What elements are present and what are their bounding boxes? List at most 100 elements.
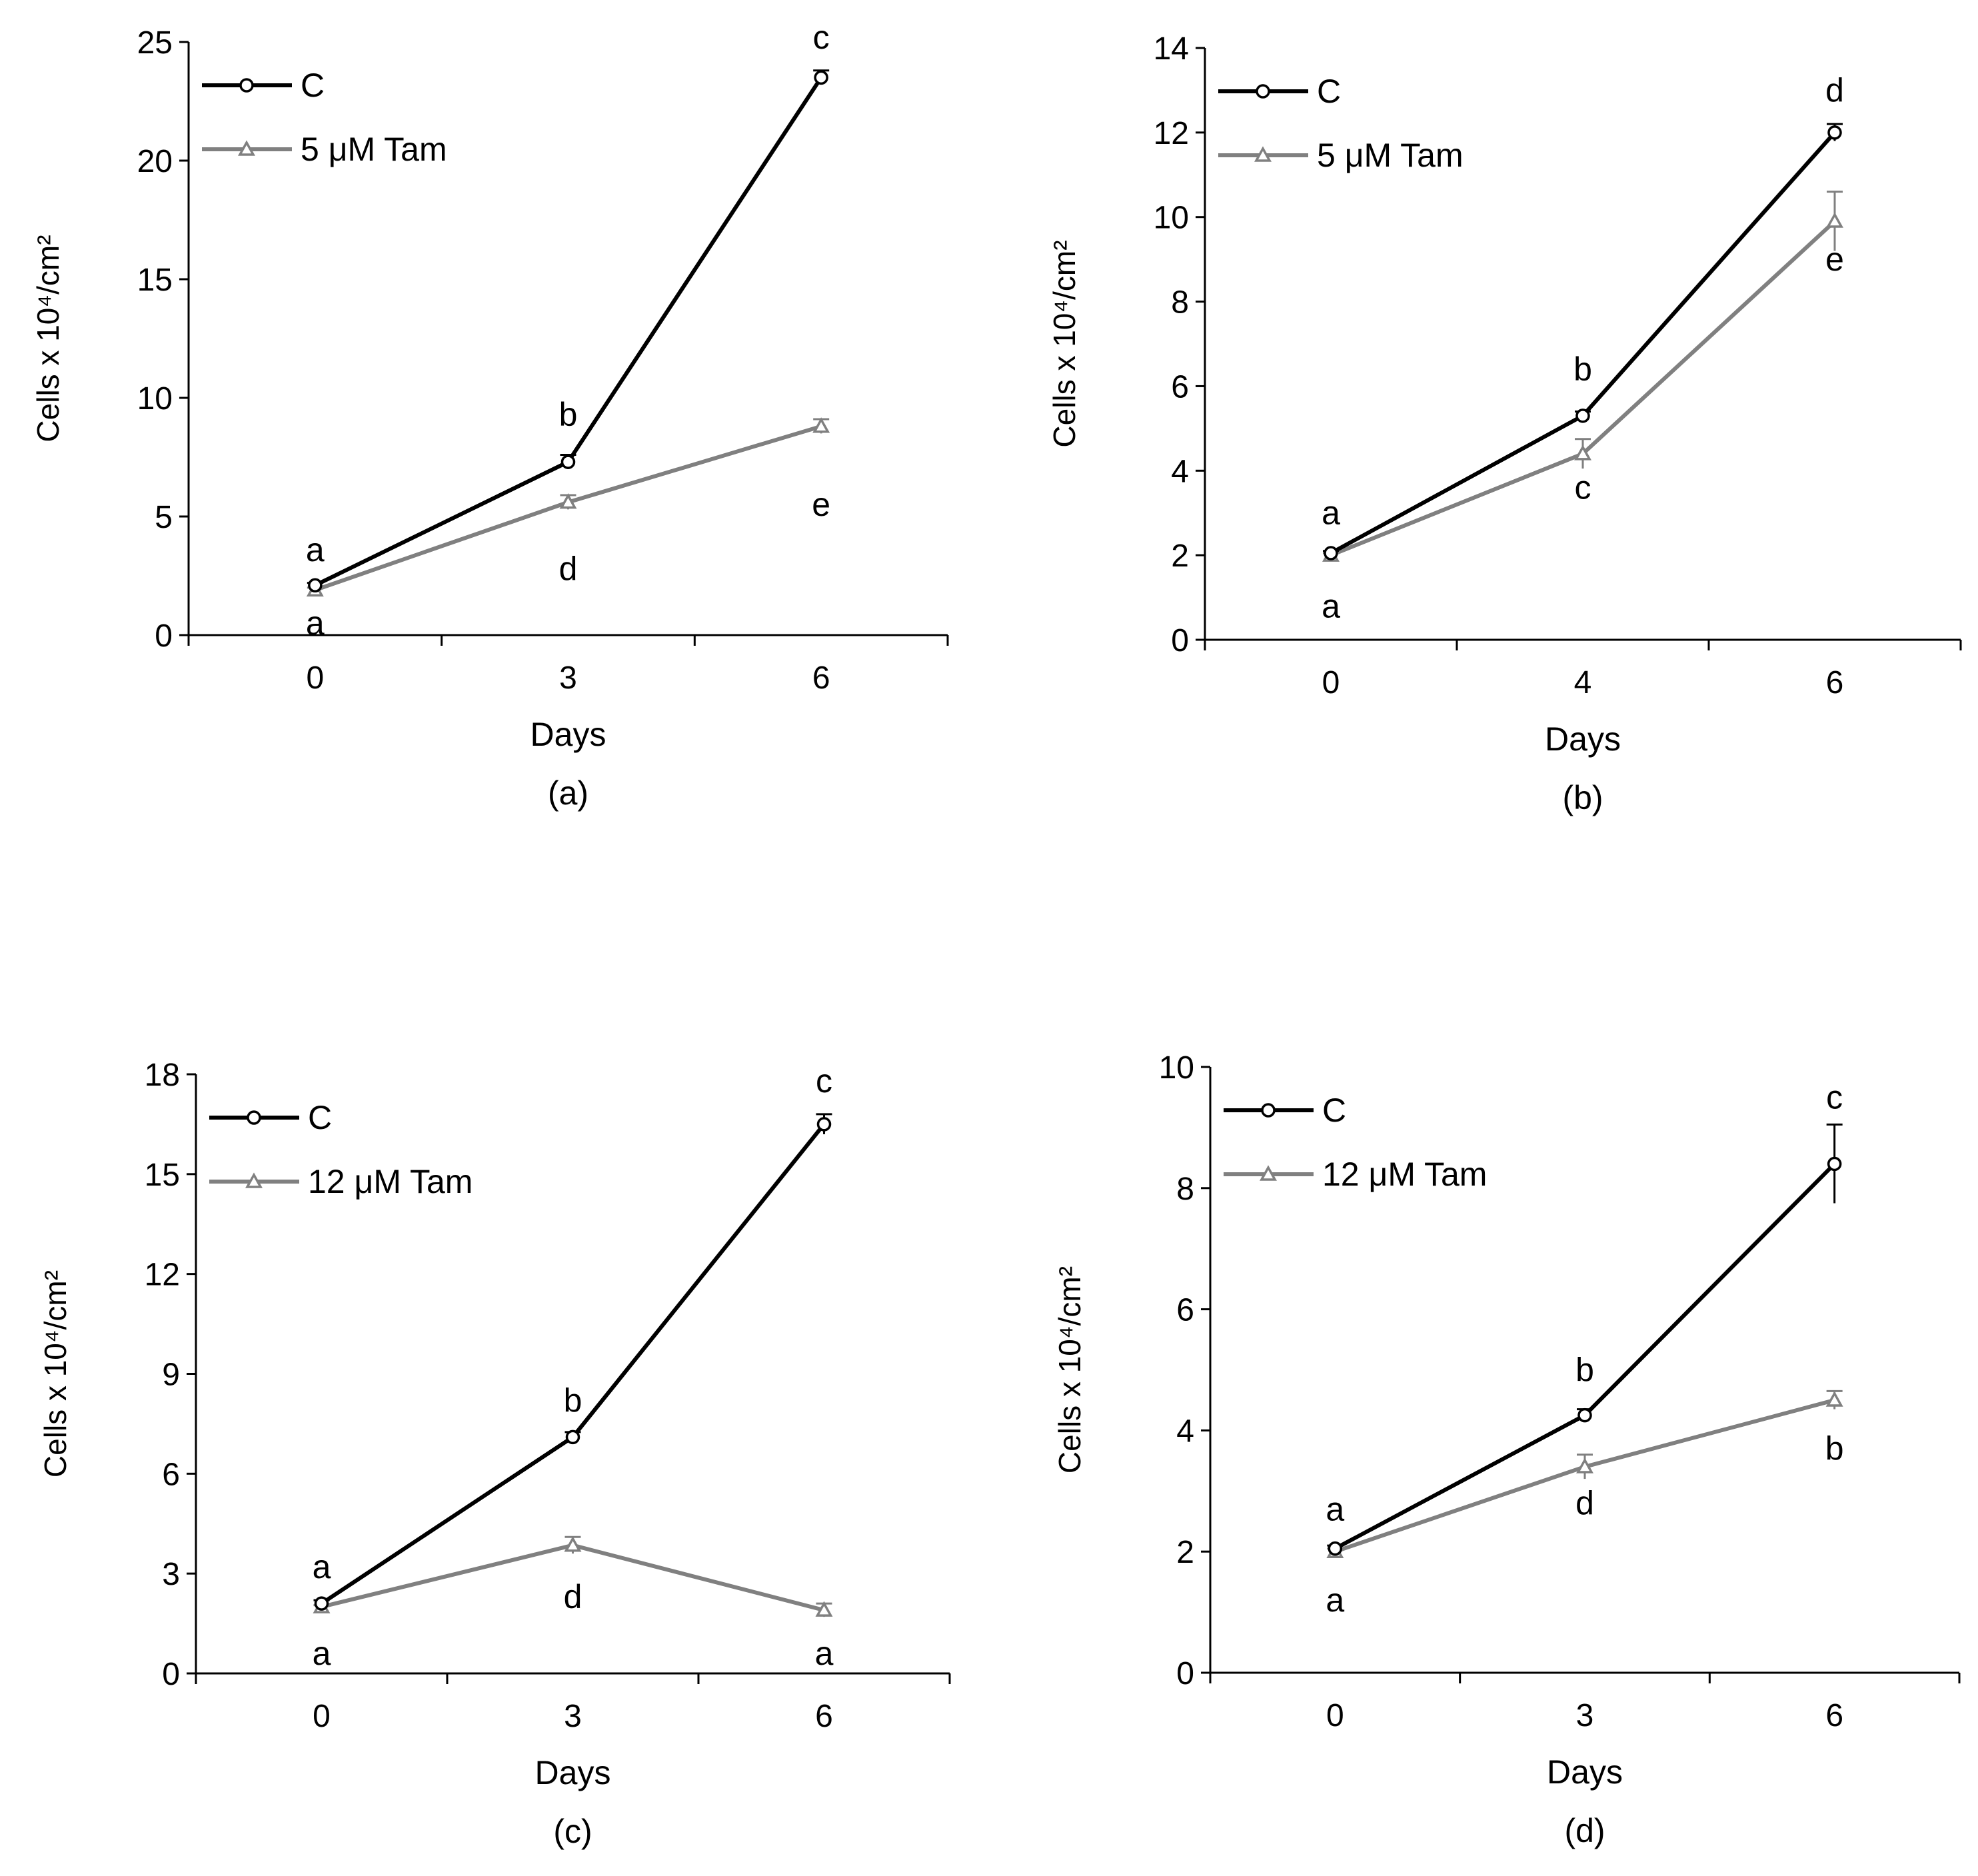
data-point (1324, 546, 1338, 560)
series-control: a b c (313, 1062, 832, 1611)
y-tick-label: 20 (137, 144, 173, 179)
data-point (314, 1596, 329, 1611)
legend-label: C (308, 1099, 332, 1136)
y-tick-label: 0 (1176, 1656, 1194, 1691)
legend-label: 5 μM Tam (301, 131, 447, 168)
y-tick-label: 2 (1176, 1535, 1194, 1570)
x-tick-label: 0 (1326, 1698, 1344, 1733)
legend-label: C (1322, 1092, 1346, 1129)
significance-letter: a (1322, 587, 1340, 624)
significance-letter: d (1825, 71, 1844, 109)
x-axis-title: Days (1547, 1753, 1623, 1791)
legend-label: 5 μM Tam (1317, 137, 1464, 174)
legend-marker (1261, 1103, 1276, 1118)
y-tick-label: 0 (1171, 623, 1189, 658)
x-tick-label: 6 (812, 660, 830, 696)
x-tick-label: 0 (1322, 665, 1340, 700)
x-tick-label: 0 (313, 1699, 331, 1734)
significance-letter: c (1575, 469, 1591, 506)
data-point (1328, 1541, 1343, 1556)
significance-letter: e (812, 486, 830, 523)
significance-letter: c (813, 19, 830, 56)
data-point (814, 70, 828, 85)
x-tick-label: 3 (1576, 1698, 1594, 1733)
y-axis-title: Cells x 10⁴/cm² (31, 235, 65, 442)
y-tick-label: 10 (1159, 1050, 1194, 1086)
data-point (1826, 212, 1843, 228)
significance-letter: a (815, 1635, 834, 1672)
y-axis-title: Cells x 10⁴/cm² (38, 1270, 73, 1477)
chart-panel-d: 0 2 4 6 8 10 0 3 6 Days (d) Cells x 10⁴/cm² a d b a b c C 1… (1052, 1050, 1961, 1849)
y-tick-label: 0 (162, 1657, 180, 1692)
series-tamoxifen: a d b (1326, 1390, 1844, 1619)
data-point (1827, 1156, 1842, 1172)
significance-letter: a (1326, 1491, 1344, 1528)
significance-letter: e (1825, 241, 1844, 278)
legend: C 12 μM Tam (209, 1099, 473, 1200)
y-tick-label: 15 (137, 263, 173, 298)
significance-letter: b (564, 1382, 582, 1419)
legend-marker (239, 78, 254, 93)
y-tick-label: 0 (155, 618, 173, 654)
significance-letter: a (313, 1548, 331, 1585)
panel-label: (d) (1564, 1812, 1605, 1849)
series-tamoxifen: a c e (1322, 191, 1844, 624)
data-point (308, 578, 323, 592)
y-tick-label: 6 (1176, 1293, 1194, 1328)
significance-letter: d (559, 550, 578, 587)
data-point (816, 1117, 832, 1132)
data-point (1576, 1457, 1593, 1473)
significance-letter: c (816, 1062, 832, 1100)
chart-panel-c: 0 3 6 9 12 15 18 0 3 6 Days (c) Cells x 10⁴/cm² a d a a b… (38, 1058, 951, 1850)
y-tick-label: 6 (1171, 369, 1189, 405)
y-tick-label: 4 (1171, 454, 1189, 489)
chart-panel-a: 0 5 10 15 20 25 0 3 6 Days (a) Cells x 10⁴/cm² a d e a b… (31, 19, 949, 812)
y-tick-label: 10 (137, 381, 173, 417)
panel-label: (b) (1562, 779, 1603, 816)
panel-label: (c) (553, 1813, 592, 1850)
series-tamoxifen: a d e (306, 417, 830, 642)
y-tick-label: 6 (162, 1457, 180, 1492)
x-tick-label: 6 (1826, 665, 1844, 700)
data-point (1575, 409, 1590, 423)
y-tick-label: 5 (155, 500, 173, 535)
significance-letter: a (313, 1635, 331, 1672)
y-tick-label: 12 (145, 1258, 180, 1293)
legend: C 12 μM Tam (1224, 1092, 1487, 1193)
significance-letter: a (1326, 1581, 1344, 1619)
y-tick-label: 4 (1176, 1413, 1194, 1449)
x-tick-label: 0 (306, 660, 324, 696)
data-point (1827, 125, 1842, 140)
significance-letter: b (1575, 1352, 1594, 1389)
x-tick-label: 6 (815, 1699, 833, 1734)
legend-marker (245, 1172, 263, 1188)
significance-letter: b (1573, 351, 1592, 388)
data-point (812, 417, 830, 433)
x-tick-label: 6 (1825, 1698, 1843, 1733)
y-tick-label: 12 (1154, 116, 1189, 151)
legend-label: 12 μM Tam (308, 1163, 473, 1200)
series-control: a b d (1322, 71, 1844, 560)
y-tick-label: 14 (1154, 31, 1189, 67)
significance-letter: d (1575, 1484, 1594, 1521)
significance-letter: a (306, 604, 325, 642)
x-axis-title: Days (1545, 720, 1621, 758)
significance-letter: d (564, 1578, 582, 1615)
significance-letter: a (306, 531, 325, 568)
data-point (560, 455, 576, 469)
data-point (559, 493, 577, 509)
legend-label: C (1317, 73, 1341, 110)
legend-marker (1256, 84, 1270, 99)
y-tick-label: 18 (145, 1058, 180, 1093)
y-tick-label: 10 (1154, 201, 1189, 236)
data-point (1574, 445, 1591, 461)
x-axis-title: Days (530, 716, 606, 753)
significance-letter: b (559, 396, 578, 433)
legend: C 5 μM Tam (1218, 73, 1464, 174)
y-tick-label: 25 (137, 25, 173, 61)
significance-letter: b (1825, 1430, 1844, 1467)
y-tick-label: 2 (1171, 538, 1189, 574)
x-axis-title: Days (535, 1754, 611, 1791)
